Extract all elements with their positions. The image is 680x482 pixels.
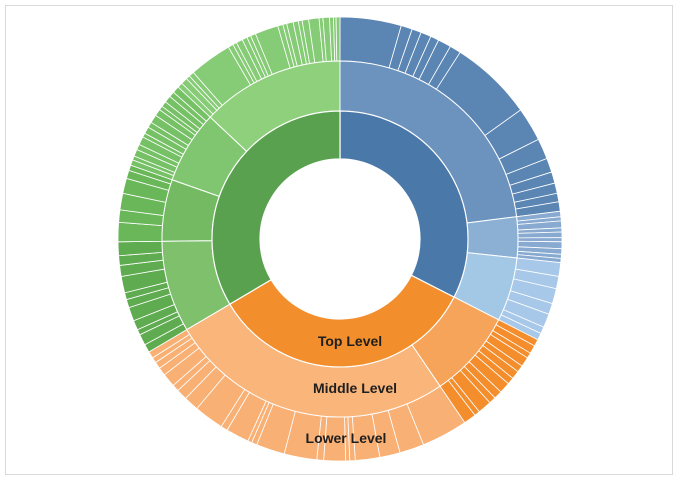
ring-top-level [211, 110, 469, 368]
top-level-segment [229, 274, 455, 368]
top-level-segment [211, 110, 341, 305]
middle-level-segment [466, 216, 519, 259]
ring-lower-level [117, 16, 563, 462]
lower-level-segment [335, 16, 341, 62]
label-middle-level: Middle Level [313, 380, 397, 396]
top-level-segment [339, 110, 469, 298]
label-lower-level: Lower Level [306, 430, 387, 446]
label-top-level: Top Level [318, 333, 382, 349]
ring-labels: Top Level Middle Level Lower Level [306, 333, 397, 446]
lower-level-segment [517, 231, 563, 239]
